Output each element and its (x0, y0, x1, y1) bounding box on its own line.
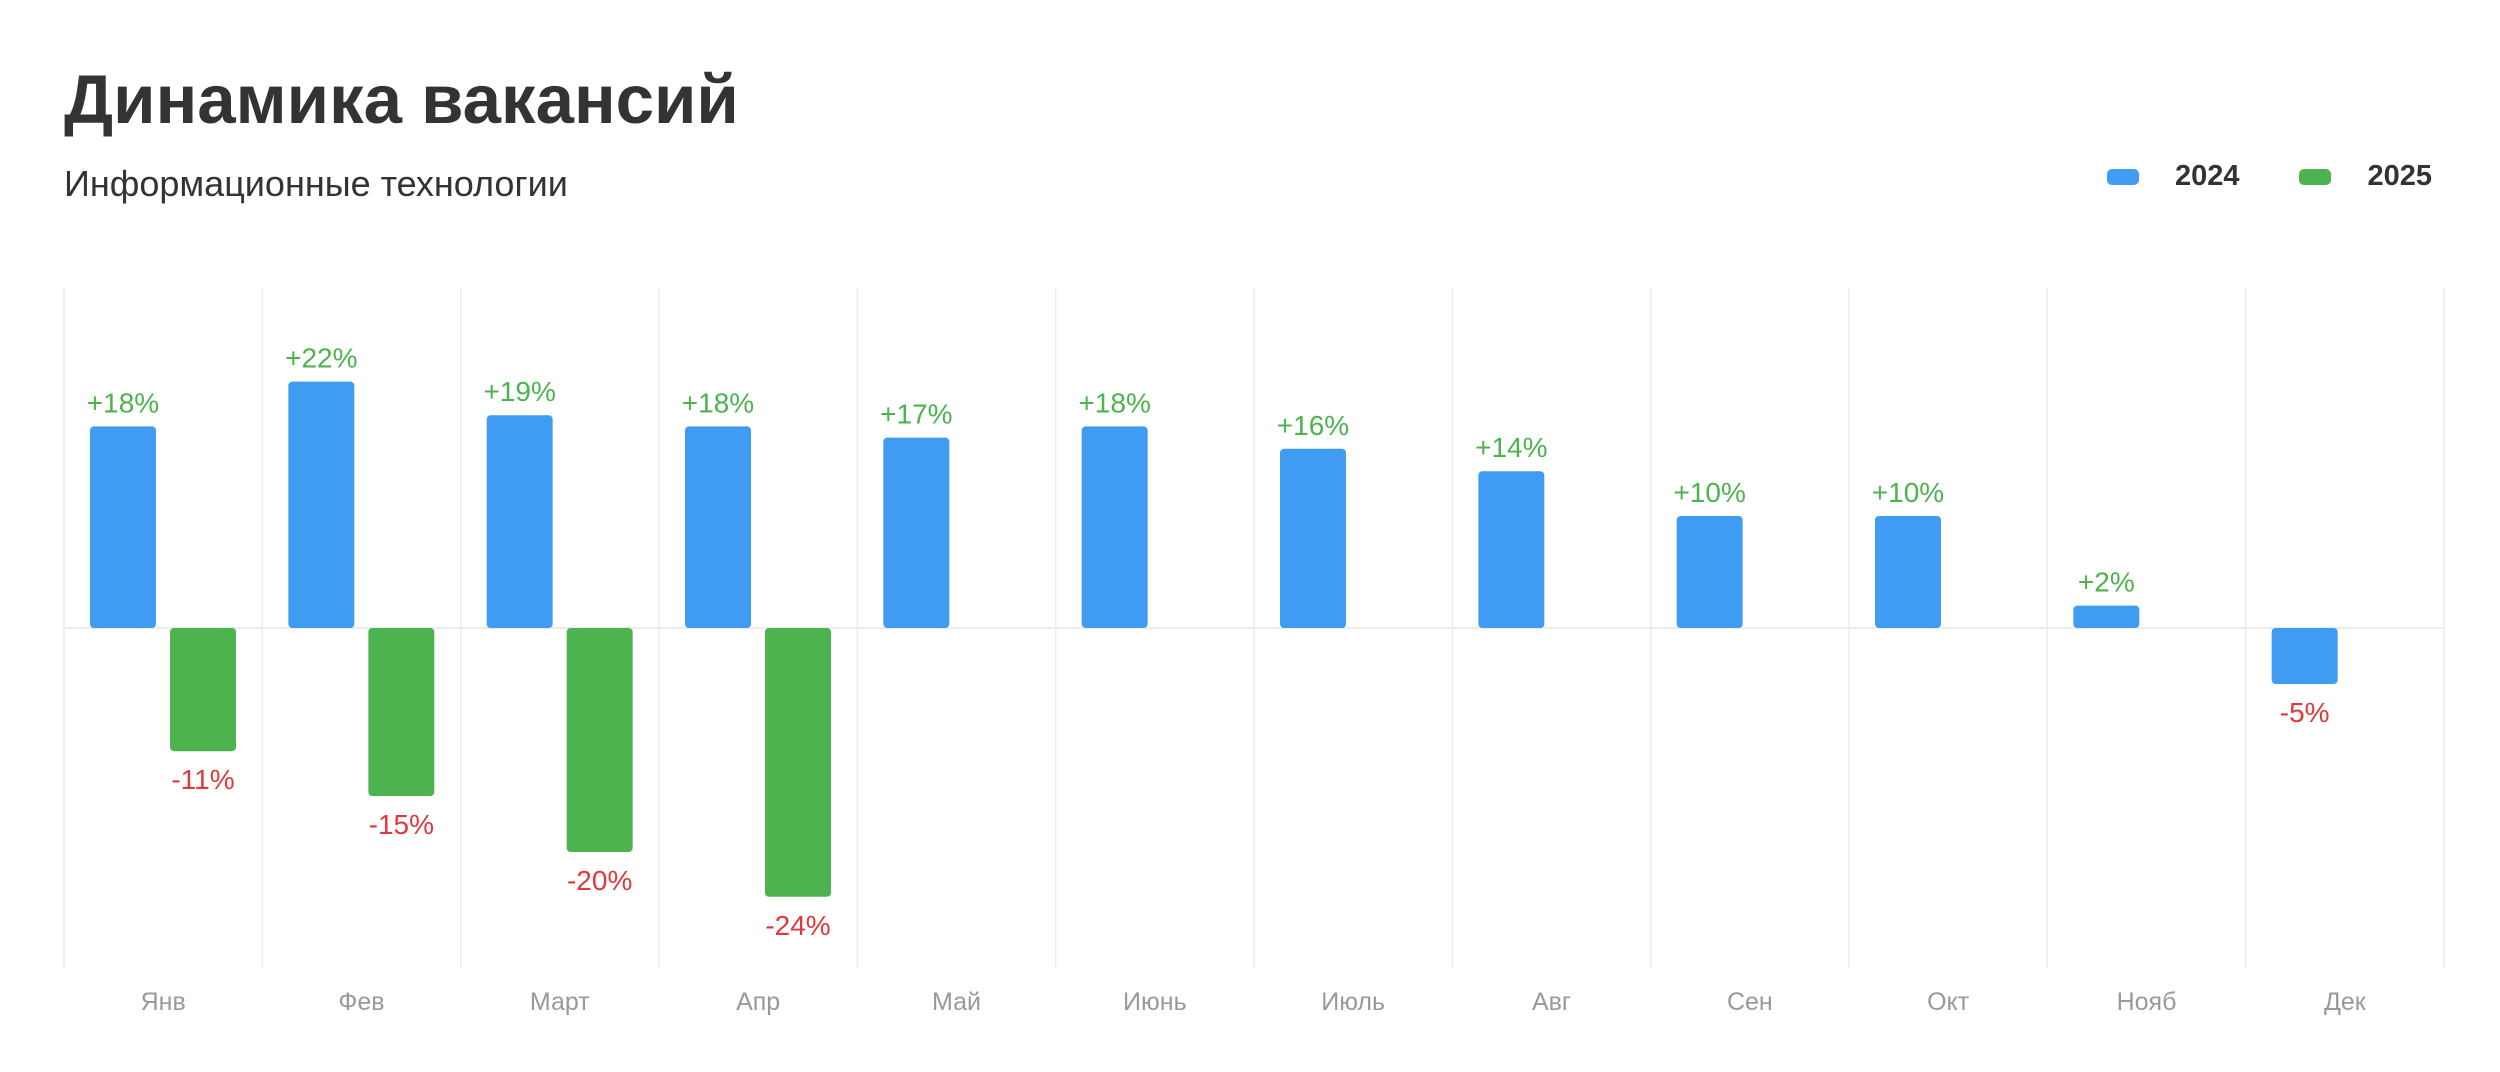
legend-label-2025: 2025 (2367, 160, 2432, 192)
x-tick-label: Нояб (2117, 988, 2177, 1016)
x-tick-label: Июль (1321, 988, 1385, 1016)
data-label-2024-2: +22% (285, 343, 357, 374)
x-tick-label: Сен (1727, 988, 1773, 1016)
chart-subtitle: Информационные технологии (64, 163, 568, 204)
bar-2025-3 (566, 628, 633, 852)
legend-item-2025[interactable]: 2025 (2299, 162, 2432, 191)
data-label-2024-12: -5% (2280, 697, 2330, 728)
bar-2024-8 (1478, 471, 1545, 628)
data-label-2024-11: +2% (2078, 567, 2135, 598)
bar-2024-11 (2073, 605, 2140, 628)
legend-swatch-2025 (2299, 168, 2332, 185)
chart-title: Динамика вакансий (64, 61, 739, 138)
data-label-2025-4: -24% (765, 910, 830, 941)
chart-legend: 2024 2025 (2106, 160, 2432, 192)
bar-2025-2 (368, 628, 435, 796)
legend-item-2024[interactable]: 2024 (2106, 160, 2240, 192)
bar-2024-10 (1875, 516, 1941, 628)
bar-2024-9 (1676, 516, 1743, 628)
data-label-2025-1: -11% (171, 764, 234, 795)
bar-2024-6 (1081, 426, 1148, 628)
data-label-2024-3: +19% (483, 376, 555, 407)
x-tick-label: Апр (736, 988, 780, 1016)
x-tick-label: Дек (2324, 988, 2367, 1016)
data-label-2025-3: -20% (567, 865, 632, 896)
bar-2025-1 (170, 628, 236, 752)
bar-2024-12 (2271, 628, 2338, 684)
x-tick-label: Авг (1532, 988, 1571, 1016)
data-label-2024-1: +18% (87, 387, 159, 418)
bar-2024-1 (90, 426, 156, 628)
data-label-2024-6: +18% (1078, 387, 1150, 418)
data-label-2024-9: +10% (1673, 477, 1745, 508)
bar-2025-4 (765, 628, 831, 897)
x-tick-label: Июнь (1123, 988, 1187, 1016)
x-tick-label: Окт (1927, 988, 1970, 1016)
legend-label-2024: 2024 (2174, 160, 2240, 192)
data-label-2024-10: +10% (1872, 477, 1944, 508)
data-label-2024-5: +17% (880, 399, 952, 430)
bar-2024-3 (486, 415, 553, 628)
x-tick-label: Май (932, 988, 981, 1016)
data-label-2024-4: +18% (682, 387, 754, 418)
data-label-2024-8: +14% (1475, 432, 1547, 463)
data-label-2024-7: +16% (1277, 410, 1349, 441)
bar-2024-5 (883, 437, 950, 628)
x-tick-label: Фев (338, 988, 384, 1016)
bar-2024-4 (685, 426, 751, 628)
legend-swatch-2024 (2106, 168, 2139, 185)
bar-2024-2 (288, 381, 355, 628)
x-tick-label: Март (530, 988, 590, 1016)
data-label-2025-2: -15% (369, 809, 434, 840)
x-tick-label: Янв (141, 988, 186, 1016)
bar-2024-7 (1280, 448, 1346, 628)
